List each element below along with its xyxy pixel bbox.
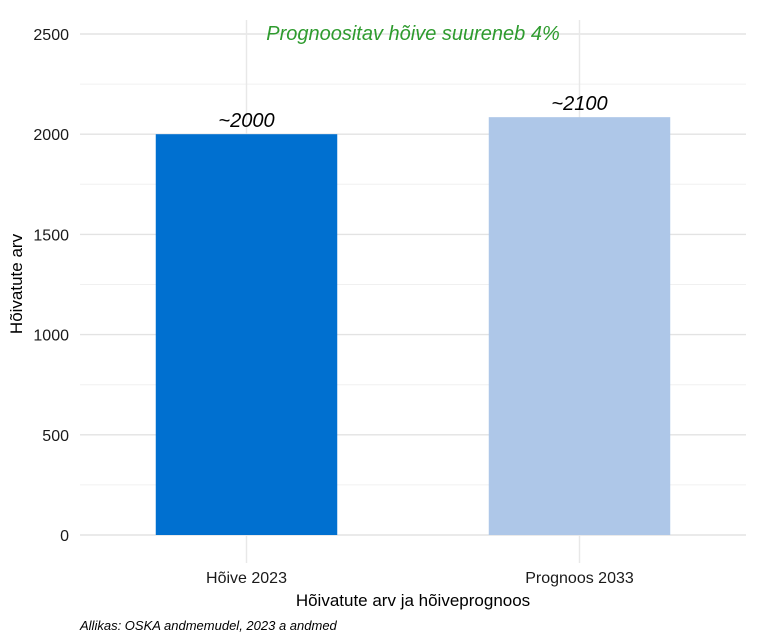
bar	[155, 134, 338, 535]
y-tick-label: 500	[42, 428, 69, 445]
y-tick-label: 1000	[33, 328, 69, 345]
x-tick-label: Prognoos 2033	[525, 570, 634, 587]
y-tick-label: 2000	[33, 127, 69, 144]
y-axis-title: Hõivatute arv	[7, 233, 26, 334]
y-tick-label: 1500	[33, 227, 69, 244]
bar	[488, 117, 671, 535]
bar-value-label: ~2000	[218, 110, 274, 132]
bars	[155, 117, 671, 535]
chart-annotation: Prognoositav hõive suureneb 4%	[266, 23, 560, 45]
y-axis-ticks: 0 500 1000 1500 2000 2500	[33, 27, 69, 545]
bar-value-label: ~2100	[551, 93, 607, 115]
y-tick-label: 0	[60, 528, 69, 545]
y-tick-label: 2500	[33, 27, 69, 44]
x-axis-ticks: Hõive 2023 Prognoos 2033	[206, 570, 634, 587]
source-caption: Allikas: OSKA andmemudel, 2023 a andmed	[79, 618, 338, 633]
x-tick-label: Hõive 2023	[206, 570, 287, 587]
data-labels: ~2000 ~2100	[218, 93, 607, 132]
x-axis-title: Hõivatute arv ja hõiveprognoos	[296, 591, 530, 610]
